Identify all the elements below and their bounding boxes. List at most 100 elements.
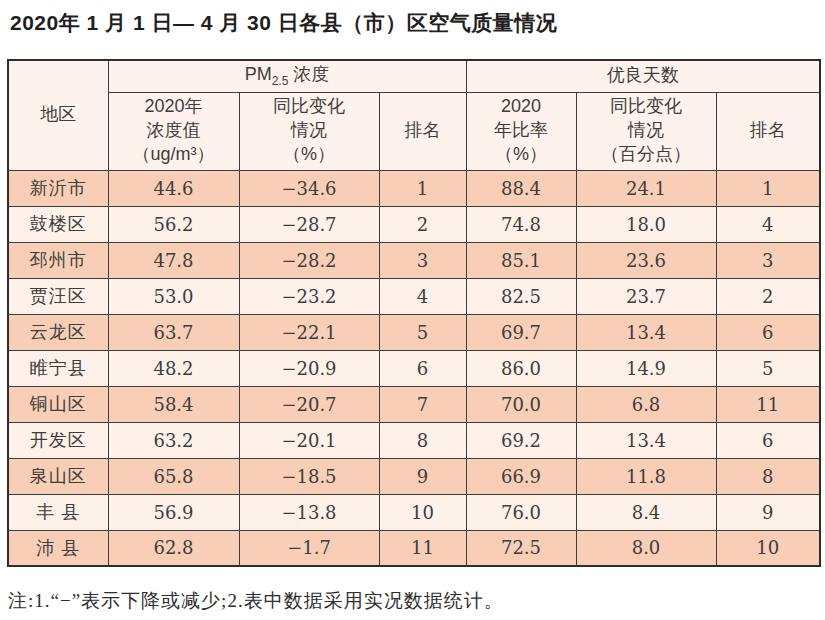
table-row: 云龙区 63.7 −22.1 5 69.7 13.4 6 [8,314,820,350]
pm-change-cell: −28.2 [239,242,379,278]
good-rate-cell: 70.0 [466,386,576,422]
region-cell: 泉山区 [8,458,108,494]
good-change-cell: 6.8 [576,386,716,422]
good-rank-cell: 9 [716,494,820,530]
table-row: 新沂市 44.6 −34.6 1 88.4 24.1 1 [8,170,820,206]
table-row: 邳州市 47.8 −28.2 3 85.1 23.6 3 [8,242,820,278]
footnote: 注:1.“−”表示下降或减少;2.表中数据采用实况数据统计。 [8,588,504,614]
good-rate-cell: 85.1 [466,242,576,278]
table-row: 丰 县 56.9 −13.8 10 76.0 8.4 9 [8,494,820,530]
pm-change-cell: −18.5 [239,458,379,494]
table-body: 新沂市 44.6 −34.6 1 88.4 24.1 1 鼓楼区 56.2 −2… [8,170,820,566]
pm-change-cell: −20.1 [239,422,379,458]
good-rank-cell: 6 [716,422,820,458]
header-good-change: 同比变化 情况 （百分点） [576,92,716,170]
header-pm-rank: 排名 [379,92,466,170]
pm-value-cell: 65.8 [108,458,239,494]
good-change-cell: 23.6 [576,242,716,278]
pm-rank-cell: 6 [379,350,466,386]
good-rank-cell: 4 [716,206,820,242]
pm-change-cell: −1.7 [239,530,379,566]
good-rank-cell: 1 [716,170,820,206]
header-good-rate: 2020 年比率 （%） [466,92,576,170]
good-rank-cell: 6 [716,314,820,350]
good-change-cell: 24.1 [576,170,716,206]
pm-rank-cell: 1 [379,170,466,206]
pm-rank-cell: 11 [379,530,466,566]
pm-change-cell: −20.7 [239,386,379,422]
pm25-label-subscript: 2.5 [272,74,289,88]
region-cell: 贾汪区 [8,278,108,314]
good-change-cell: 13.4 [576,422,716,458]
pm-change-cell: −28.7 [239,206,379,242]
region-cell: 云龙区 [8,314,108,350]
table-row: 泉山区 65.8 −18.5 9 66.9 11.8 8 [8,458,820,494]
pm-value-cell: 44.6 [108,170,239,206]
header-group-row: 地区 PM2.5 浓度 优良天数 [8,60,820,92]
table-row: 贾汪区 53.0 −23.2 4 82.5 23.7 2 [8,278,820,314]
good-rate-cell: 74.8 [466,206,576,242]
good-rank-cell: 5 [716,350,820,386]
good-rate-cell: 66.9 [466,458,576,494]
region-cell: 丰 县 [8,494,108,530]
good-change-cell: 23.7 [576,278,716,314]
header-pm-change: 同比变化 情况 （%） [239,92,379,170]
table-header: 地区 PM2.5 浓度 优良天数 2020年 浓度值 （ug/m³） 同比变化 … [8,60,820,170]
region-cell: 开发区 [8,422,108,458]
good-rank-cell: 2 [716,278,820,314]
pm-rank-cell: 8 [379,422,466,458]
good-change-cell: 8.4 [576,494,716,530]
pm25-label-suffix: 浓度 [288,64,329,84]
header-region: 地区 [8,60,108,170]
pm-change-cell: −23.2 [239,278,379,314]
region-cell: 铜山区 [8,386,108,422]
header-pm25-group: PM2.5 浓度 [108,60,466,92]
pm-value-cell: 63.2 [108,422,239,458]
header-pm-value: 2020年 浓度值 （ug/m³） [108,92,239,170]
pm-value-cell: 47.8 [108,242,239,278]
region-cell: 邳州市 [8,242,108,278]
pm-value-cell: 62.8 [108,530,239,566]
pm-rank-cell: 4 [379,278,466,314]
pm-rank-cell: 3 [379,242,466,278]
good-rate-cell: 82.5 [466,278,576,314]
pm-value-cell: 56.9 [108,494,239,530]
pm-value-cell: 48.2 [108,350,239,386]
table-row: 睢宁县 48.2 −20.9 6 86.0 14.9 5 [8,350,820,386]
pm-rank-cell: 2 [379,206,466,242]
good-change-cell: 8.0 [576,530,716,566]
good-change-cell: 13.4 [576,314,716,350]
header-good-rank: 排名 [716,92,820,170]
good-rank-cell: 8 [716,458,820,494]
good-rate-cell: 76.0 [466,494,576,530]
good-rate-cell: 69.7 [466,314,576,350]
pm-change-cell: −20.9 [239,350,379,386]
region-cell: 新沂市 [8,170,108,206]
good-rate-cell: 88.4 [466,170,576,206]
table-row: 铜山区 58.4 −20.7 7 70.0 6.8 11 [8,386,820,422]
pm-rank-cell: 7 [379,386,466,422]
region-cell: 睢宁县 [8,350,108,386]
good-rate-cell: 69.2 [466,422,576,458]
pm-value-cell: 63.7 [108,314,239,350]
region-cell: 鼓楼区 [8,206,108,242]
air-quality-table: 地区 PM2.5 浓度 优良天数 2020年 浓度值 （ug/m³） 同比变化 … [7,59,821,567]
pm-rank-cell: 5 [379,314,466,350]
header-good-days-group: 优良天数 [466,60,820,92]
page-title: 2020年 1 月 1 日— 4 月 30 日各县（市）区空气质量情况 [10,9,557,37]
good-rank-cell: 11 [716,386,820,422]
good-rank-cell: 3 [716,242,820,278]
pm-change-cell: −34.6 [239,170,379,206]
pm-value-cell: 53.0 [108,278,239,314]
pm-value-cell: 58.4 [108,386,239,422]
good-rate-cell: 72.5 [466,530,576,566]
pm-change-cell: −22.1 [239,314,379,350]
good-rate-cell: 86.0 [466,350,576,386]
pm-rank-cell: 9 [379,458,466,494]
pm25-label-prefix: PM [245,64,272,84]
table-row: 沛 县 62.8 −1.7 11 72.5 8.0 10 [8,530,820,566]
good-change-cell: 18.0 [576,206,716,242]
pm-change-cell: −13.8 [239,494,379,530]
pm-value-cell: 56.2 [108,206,239,242]
region-cell: 沛 县 [8,530,108,566]
